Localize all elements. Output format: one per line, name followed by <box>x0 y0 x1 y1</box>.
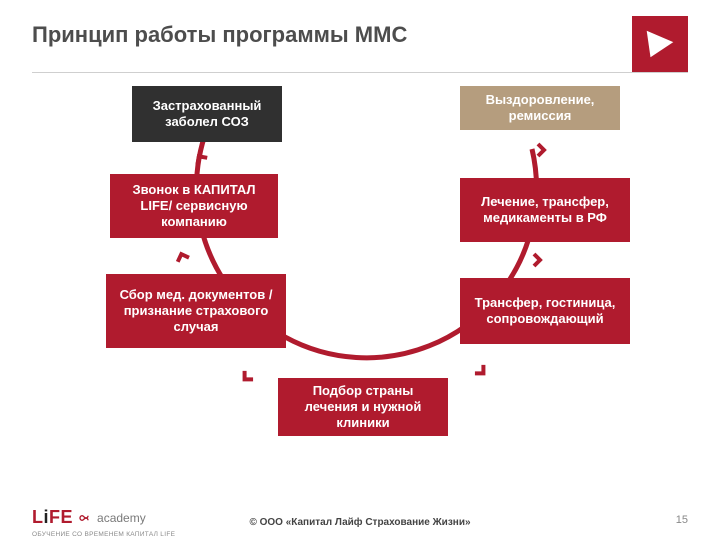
footer-copyright: © ООО «Капитал Лайф Страхование Жизни» <box>0 517 720 528</box>
flow-box-transfer: Трансфер, гостиница, сопровождающий <box>460 278 630 344</box>
brand-logo <box>632 16 688 72</box>
page-number: 15 <box>676 514 688 526</box>
flow-box-clinic: Подбор страны лечения и нужной клиники <box>278 378 448 436</box>
flow-box-call: Звонок в КАПИТАЛ LIFE/ сервисную компани… <box>110 174 278 238</box>
title-bar: Принцип работы программы ММС <box>32 22 688 70</box>
page-title: Принцип работы программы ММС <box>32 22 688 48</box>
flow-box-end: Выздоровление, ремиссия <box>460 86 620 130</box>
brand-tagline: ОБУЧЕНИЕ СО ВРЕМЕНЕМ КАПИТАЛ LIFE <box>32 531 175 538</box>
flow-box-docs: Сбор мед. документов / признание страхов… <box>106 274 286 348</box>
flow-box-start: Застрахованный заболел СОЗ <box>132 86 282 142</box>
triangle-icon <box>641 25 679 63</box>
flow-box-treat: Лечение, трансфер, медикаменты в РФ <box>460 178 630 242</box>
slide: Принцип работы программы ММС Застрахован… <box>0 0 720 540</box>
footer: LiFE academy ОБУЧЕНИЕ СО ВРЕМЕНЕМ КАПИТА… <box>0 504 720 532</box>
chevron-icon <box>528 250 548 270</box>
chevron-icon <box>532 140 552 160</box>
title-divider <box>32 72 688 73</box>
flow-diagram: Застрахованный заболел СОЗ Звонок в КАПИ… <box>32 78 688 500</box>
